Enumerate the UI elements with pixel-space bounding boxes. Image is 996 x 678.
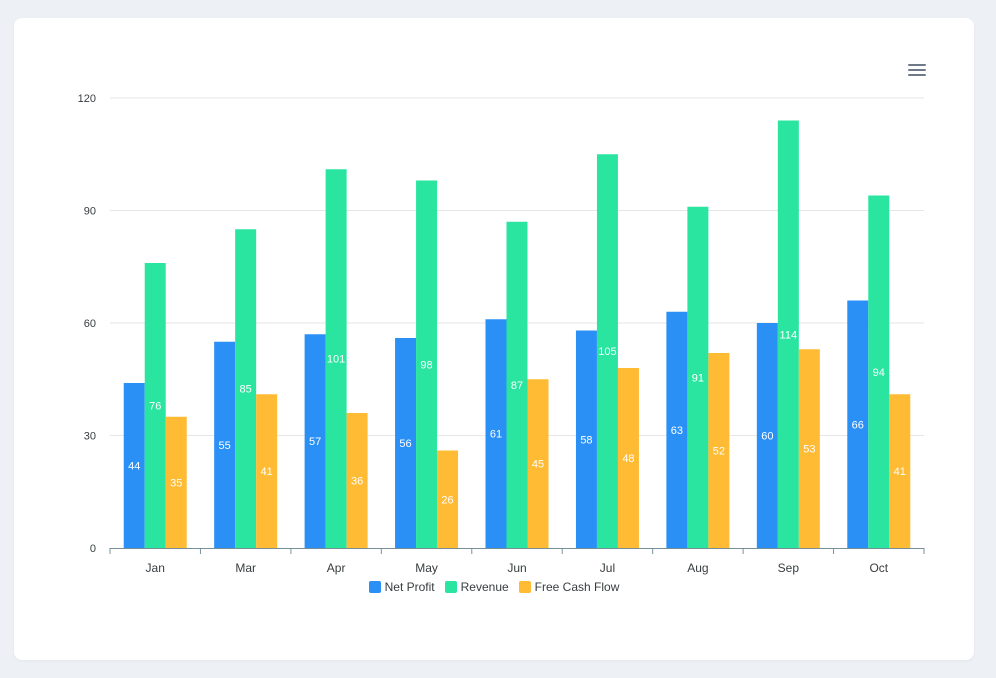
bar-value-label: 63 [671,425,683,437]
bar[interactable] [847,300,869,549]
x-tick-label: Jul [600,561,615,575]
bar[interactable] [596,154,618,548]
bar-value-label: 58 [580,434,592,446]
bar-value-label: 48 [622,453,634,465]
bar-value-label: 85 [240,384,252,396]
bar-value-label: 61 [490,429,502,441]
bar[interactable] [395,338,417,548]
bar[interactable] [144,263,166,548]
bar[interactable] [325,169,347,548]
y-tick-label: 60 [84,318,96,330]
bar[interactable] [214,341,236,548]
x-tick-label: May [415,561,438,575]
bar-value-label: 98 [420,359,432,371]
x-tick-label: Aug [687,561,708,575]
legend-marker [444,581,457,593]
legend-label: Net Profit [384,580,435,594]
y-tick-label: 0 [90,543,96,555]
bar[interactable] [756,323,778,548]
bar[interactable] [416,180,438,549]
bar[interactable] [798,349,820,548]
bar[interactable] [889,394,911,548]
bar-value-label: 114 [780,329,798,341]
x-tick-label: Jun [507,561,526,575]
bar-value-label: 60 [761,431,773,443]
x-tick-label: Sep [778,561,800,575]
bar[interactable] [123,383,145,548]
bar[interactable] [506,221,528,548]
y-tick-label: 120 [78,93,96,105]
bar-value-label: 53 [803,444,815,456]
bar[interactable] [165,416,187,548]
legend-item[interactable]: Net Profit [368,580,435,594]
legend-marker [518,581,531,593]
legend-item[interactable]: Free Cash Flow [518,580,620,594]
chart-card: 0 30 60 90 120 44 76 35 Jan 55 85 41 Mar 57 101 36 Apr 56… [14,18,974,660]
legend-marker [368,581,381,593]
bar[interactable] [304,334,326,548]
x-tick-label: Mar [235,561,256,575]
bar-value-label: 41 [261,466,273,478]
bar-value-label: 87 [511,380,523,392]
bar[interactable] [708,353,730,548]
bar-value-label: 101 [327,354,345,366]
bar-value-label: 55 [219,440,231,452]
bar-value-label: 45 [532,459,544,471]
bar-value-label: 44 [128,461,140,473]
bar-value-label: 57 [309,436,321,448]
y-tick-label: 90 [84,206,96,218]
bar[interactable] [527,379,549,548]
x-tick-label: Apr [327,561,346,575]
bar-value-label: 41 [894,466,906,478]
bar-value-label: 36 [351,476,363,488]
bar-value-label: 94 [873,367,885,379]
hamburger-menu-icon[interactable] [908,64,926,78]
chart-legend: Net Profit Revenue Free Cash Flow [14,580,974,594]
bar[interactable] [256,394,278,548]
y-tick-label: 30 [84,431,96,443]
bar[interactable] [687,206,709,548]
bar-value-label: 76 [149,401,161,413]
bar[interactable] [575,330,597,549]
legend-label: Free Cash Flow [534,580,620,594]
x-tick-label: Jan [146,561,165,575]
legend-item[interactable]: Revenue [444,580,509,594]
bar-value-label: 105 [598,346,616,358]
bar-value-label: 52 [713,446,725,458]
bar[interactable] [485,319,507,548]
bar-value-label: 66 [852,419,864,431]
bar[interactable] [235,229,257,548]
x-tick-label: Oct [869,561,888,575]
bar[interactable] [437,450,459,549]
bar-chart: 0 30 60 90 120 44 76 35 Jan 55 85 41 Mar 57 101 36 Apr 56… [78,93,925,575]
bar[interactable] [666,311,688,548]
bar[interactable] [868,195,890,549]
bar[interactable] [346,413,368,548]
bar-value-label: 56 [399,438,411,450]
legend-label: Revenue [460,580,509,594]
bar-value-label: 26 [441,494,453,506]
bar-value-label: 35 [170,477,182,489]
bar[interactable] [617,368,639,548]
bar-value-label: 91 [692,372,704,384]
bar[interactable] [777,120,799,549]
